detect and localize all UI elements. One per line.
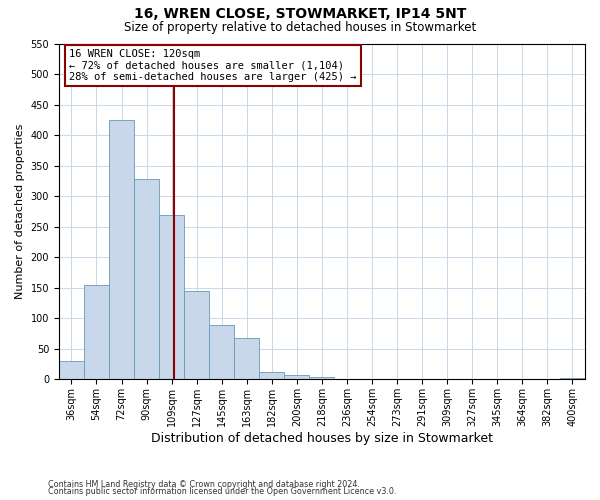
Bar — [84, 285, 109, 380]
Bar — [259, 372, 284, 380]
Bar — [209, 324, 234, 380]
Bar — [560, 378, 585, 380]
Text: 16, WREN CLOSE, STOWMARKET, IP14 5NT: 16, WREN CLOSE, STOWMARKET, IP14 5NT — [134, 8, 466, 22]
Text: 16 WREN CLOSE: 120sqm
← 72% of detached houses are smaller (1,104)
28% of semi-d: 16 WREN CLOSE: 120sqm ← 72% of detached … — [70, 49, 357, 82]
Text: Contains public sector information licensed under the Open Government Licence v3: Contains public sector information licen… — [48, 487, 397, 496]
Bar — [59, 361, 84, 380]
Bar — [234, 338, 259, 380]
Bar — [159, 215, 184, 380]
Bar — [134, 180, 159, 380]
X-axis label: Distribution of detached houses by size in Stowmarket: Distribution of detached houses by size … — [151, 432, 493, 445]
Bar — [184, 291, 209, 380]
Text: Size of property relative to detached houses in Stowmarket: Size of property relative to detached ho… — [124, 21, 476, 34]
Bar — [109, 120, 134, 380]
Y-axis label: Number of detached properties: Number of detached properties — [15, 124, 25, 300]
Bar — [310, 377, 334, 380]
Bar — [284, 374, 310, 380]
Text: Contains HM Land Registry data © Crown copyright and database right 2024.: Contains HM Land Registry data © Crown c… — [48, 480, 360, 489]
